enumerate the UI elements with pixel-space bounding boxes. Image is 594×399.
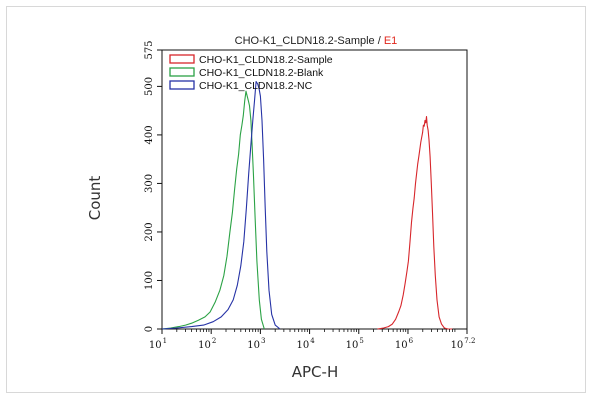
x-tick-label: 102	[198, 337, 216, 351]
y-tick-label: 200	[144, 222, 155, 241]
series-line-2	[161, 80, 281, 330]
x-tick-label: 105	[346, 337, 364, 351]
y-tick-label: 500	[144, 77, 155, 96]
x-axis-title: APC-H	[292, 363, 338, 381]
series-line-1	[161, 90, 265, 330]
legend-swatch-1	[169, 67, 195, 77]
x-tick-label: 104	[296, 337, 315, 351]
chart-title-accent: E1	[384, 35, 397, 47]
y-tick-label: 0	[144, 326, 155, 332]
x-tick-label: 103	[247, 337, 265, 351]
x-ticks: 101 102 103 104 105 106 107.2	[149, 329, 476, 351]
x-tick-label: 101	[149, 337, 167, 351]
plot-area	[161, 49, 468, 330]
x-tick-label: 107.2	[451, 337, 476, 351]
y-tick-label: 400	[144, 125, 155, 144]
legend-label-1: CHO-K1_CLDN18.2-Blank	[199, 67, 324, 79]
series-line-0	[377, 115, 453, 330]
x-tick-label: 106	[395, 337, 414, 351]
legend-swatch-2	[169, 80, 195, 90]
legend-label-2: CHO-K1_CLDN18.2-NC	[199, 80, 313, 92]
legend-swatch-0	[169, 54, 195, 64]
chart-title: CHO-K1_CLDN18.2-Sample / E1	[235, 35, 398, 47]
series-layer	[161, 80, 453, 330]
y-tick-label: 300	[144, 174, 155, 193]
legend-label-0: CHO-K1_CLDN18.2-Sample	[199, 54, 333, 66]
y-tick-label: 575	[144, 40, 155, 59]
y-tick-label: 100	[144, 271, 155, 290]
legend: CHO-K1_CLDN18.2-SampleCHO-K1_CLDN18.2-Bl…	[169, 54, 333, 92]
y-ticks: 0 100 200 300 400 500 575	[144, 40, 162, 332]
y-axis-title: Count	[86, 176, 104, 221]
